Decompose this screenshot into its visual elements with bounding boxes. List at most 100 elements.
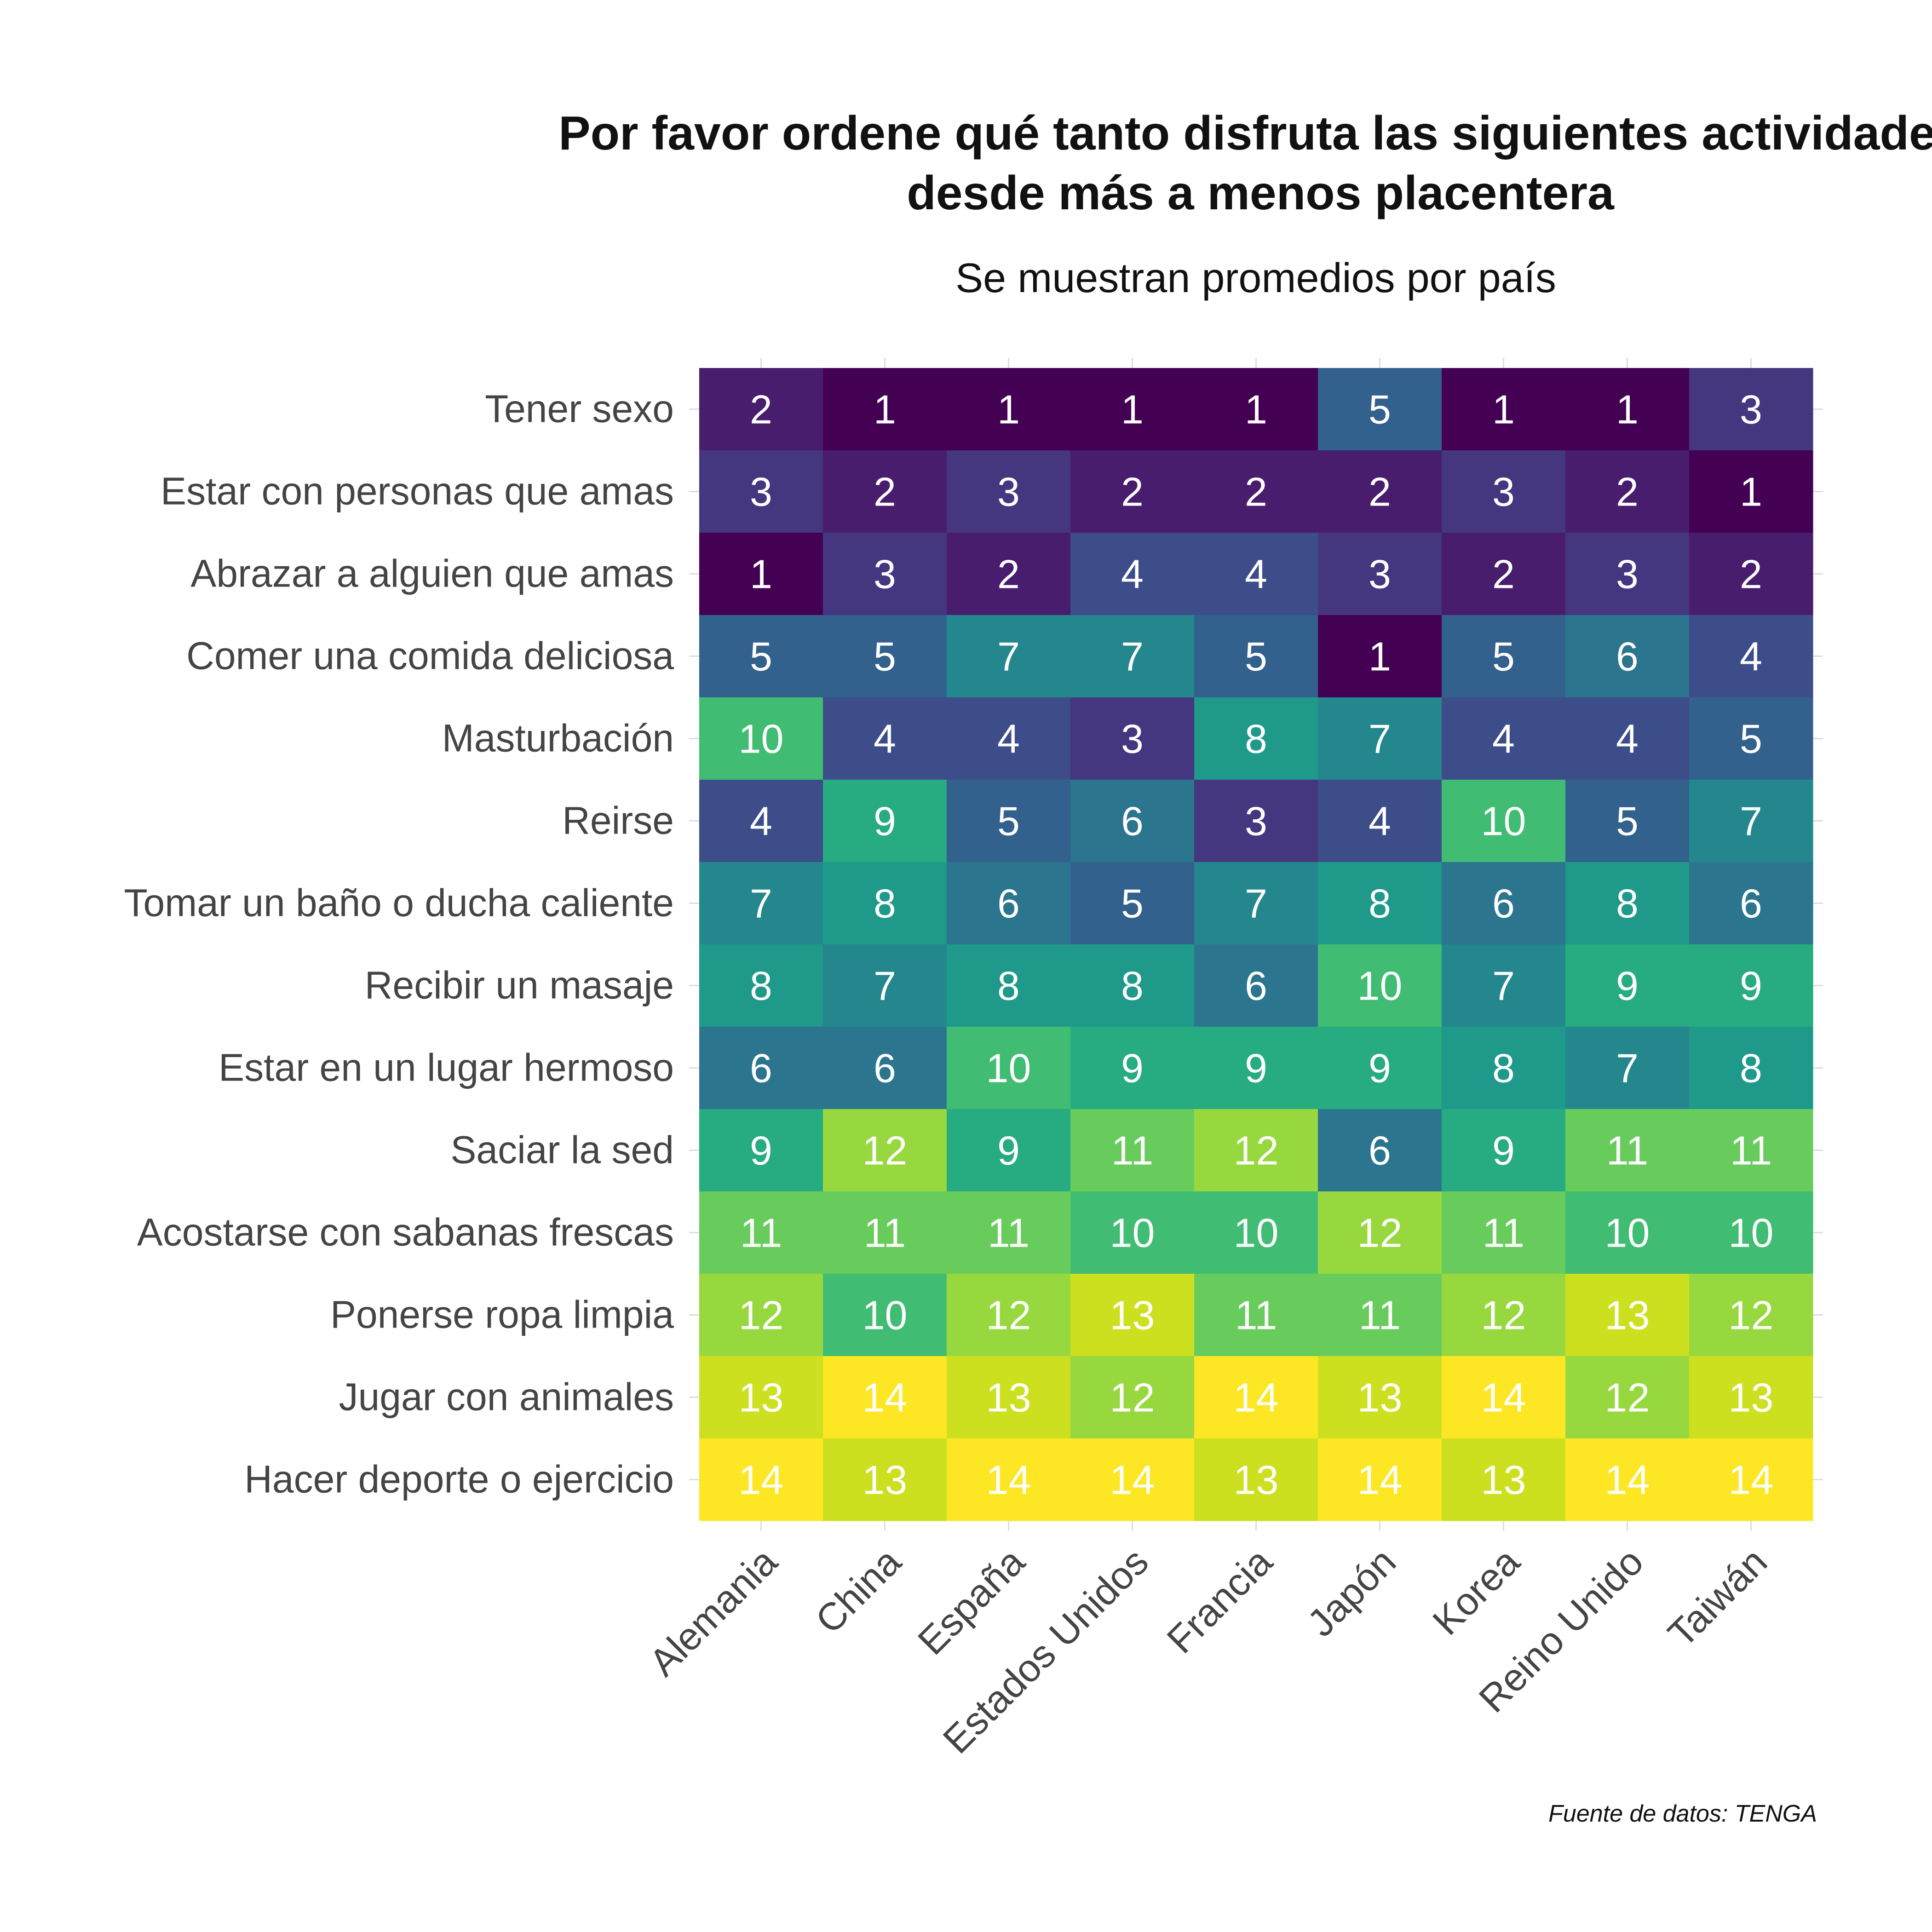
x-axis-label: Korea — [1424, 1540, 1528, 1643]
heatmap-cell — [823, 1438, 947, 1521]
heatmap-cell-label: 5 — [1121, 881, 1144, 926]
heatmap-cell — [947, 862, 1071, 945]
heatmap-cell-label: 7 — [1121, 634, 1144, 679]
heatmap-cell — [1565, 450, 1690, 533]
heatmap-cell — [699, 1356, 823, 1439]
heatmap-cell — [1565, 1274, 1690, 1357]
chart-caption: Fuente de datos: TENGA — [1548, 1800, 1817, 1827]
heatmap-cell — [1689, 1356, 1813, 1439]
heatmap-cell-label: 13 — [1357, 1375, 1403, 1420]
heatmap-cell — [823, 944, 947, 1027]
heatmap-cell-label: 14 — [739, 1457, 784, 1503]
heatmap-cell-label: 8 — [997, 963, 1020, 1009]
y-axis-label: Ponerse ropa limpia — [330, 1293, 674, 1336]
heatmap-cell-label: 6 — [1121, 799, 1144, 844]
x-axis-label: China — [807, 1540, 909, 1642]
heatmap-cell — [1689, 1027, 1813, 1110]
heatmap-cell-label: 10 — [1234, 1210, 1279, 1256]
heatmap-cell-label: 13 — [1605, 1293, 1650, 1338]
heatmap-cell — [1689, 368, 1813, 451]
heatmap-cell — [947, 1438, 1071, 1521]
heatmap-cell-label: 6 — [1245, 963, 1267, 1009]
heatmap-cell-label: 2 — [997, 552, 1020, 597]
heatmap-cell-label: 8 — [1121, 963, 1144, 1009]
heatmap-cell-label: 6 — [997, 881, 1020, 926]
heatmap-cell-label: 9 — [1616, 963, 1639, 1009]
heatmap-cell — [823, 697, 947, 780]
heatmap-cell — [1194, 944, 1318, 1027]
x-axis-label: Alemania — [641, 1540, 785, 1684]
heatmap-cell-label: 8 — [1245, 716, 1267, 762]
heatmap-cell — [699, 1438, 823, 1521]
y-axis-label: Hacer deporte o ejercicio — [244, 1458, 674, 1501]
heatmap-cell-labels: 2 1 1 1 1 5 1 1 33 2 3 2 2 2 3 2 11 3 2 4 4 3 2 3 25 5 7 7 5 1 5 6 410 4 4… — [739, 387, 1774, 1503]
heatmap-cell — [1442, 368, 1566, 451]
heatmap-cell — [1689, 615, 1813, 698]
heatmap-cell-label: 6 — [1740, 881, 1762, 926]
heatmap-cell-label: 1 — [1245, 387, 1267, 432]
heatmap-cell-label: 1 — [1740, 469, 1762, 515]
heatmap-cell — [1442, 1191, 1566, 1274]
heatmap-cell-label: 5 — [997, 799, 1020, 844]
y-axis-label: Masturbación — [442, 717, 674, 760]
heatmap-cell-label: 6 — [1368, 1128, 1391, 1173]
heatmap-cell-label: 2 — [1245, 469, 1267, 515]
heatmap-cell-label: 14 — [862, 1375, 908, 1420]
heatmap-cell-label: 1 — [997, 387, 1020, 432]
heatmap-cell-label: 4 — [1740, 634, 1762, 679]
heatmap-cell-label: 10 — [1357, 963, 1403, 1009]
heatmap-cell — [823, 615, 947, 698]
heatmap-cell-label: 6 — [1616, 634, 1639, 679]
heatmap-cell — [1689, 944, 1813, 1027]
heatmap-cell — [1194, 780, 1318, 862]
heatmap-cell — [1194, 615, 1318, 698]
heatmap-cell-label: 13 — [1110, 1293, 1155, 1338]
heatmap-cell — [699, 1109, 823, 1192]
heatmap-cell-label: 1 — [874, 387, 896, 432]
heatmap-cell-label: 2 — [1368, 469, 1391, 515]
heatmap-cell-label: 12 — [1110, 1375, 1155, 1420]
heatmap-cell — [1442, 697, 1566, 780]
heatmap-cell — [1318, 944, 1442, 1027]
heatmap-cell — [699, 1274, 823, 1357]
heatmap-cell — [699, 1191, 823, 1274]
heatmap-cell-label: 9 — [874, 799, 896, 844]
heatmap-cell — [699, 615, 823, 698]
heatmap-cell — [1442, 1027, 1566, 1110]
heatmap-cell — [1070, 1027, 1195, 1110]
heatmap-cell — [1194, 1191, 1318, 1274]
heatmap-cell — [1194, 1356, 1318, 1439]
heatmap-cell — [1070, 780, 1195, 862]
heatmap-cell — [1442, 1438, 1566, 1521]
heatmap-cell-label: 7 — [750, 881, 772, 926]
heatmap-cell — [1565, 1109, 1690, 1192]
heatmap-cell — [1565, 1191, 1690, 1274]
heatmap-cell-label: 4 — [750, 799, 772, 844]
heatmap-cell — [1689, 1438, 1813, 1521]
heatmap-cell-label: 9 — [750, 1128, 772, 1173]
heatmap-cell — [1070, 1191, 1195, 1274]
heatmap-cell-label: 10 — [1729, 1210, 1774, 1256]
x-axis-label: Taiwán — [1660, 1540, 1775, 1655]
heatmap-cell — [699, 780, 823, 862]
heatmap-cell-label: 13 — [862, 1457, 908, 1503]
heatmap-cell — [947, 1274, 1071, 1357]
heatmap-cell — [1070, 1109, 1195, 1192]
y-axis-labels: Tener sexo Estar con personas que amas Abr… — [124, 387, 674, 1501]
heatmap-cell — [1070, 450, 1195, 533]
heatmap-cell-label: 1 — [1121, 387, 1144, 432]
heatmap-cell — [1442, 944, 1566, 1027]
heatmap-cell-label: 2 — [1616, 469, 1639, 515]
heatmap-cell-label: 3 — [1492, 469, 1515, 515]
heatmap-cell-label: 3 — [997, 469, 1020, 515]
heatmap-cell-label: 11 — [1111, 1128, 1153, 1173]
heatmap-cell — [823, 1109, 947, 1192]
heatmap-cell-label: 4 — [1616, 716, 1639, 762]
heatmap-cell-label: 2 — [1121, 469, 1144, 515]
heatmap-cell — [1318, 1191, 1442, 1274]
heatmap-cell — [1318, 1274, 1442, 1357]
heatmap-cell — [1070, 368, 1195, 451]
heatmap-cell-label: 9 — [1368, 1046, 1391, 1091]
heatmap-cell-label: 11 — [740, 1210, 782, 1256]
